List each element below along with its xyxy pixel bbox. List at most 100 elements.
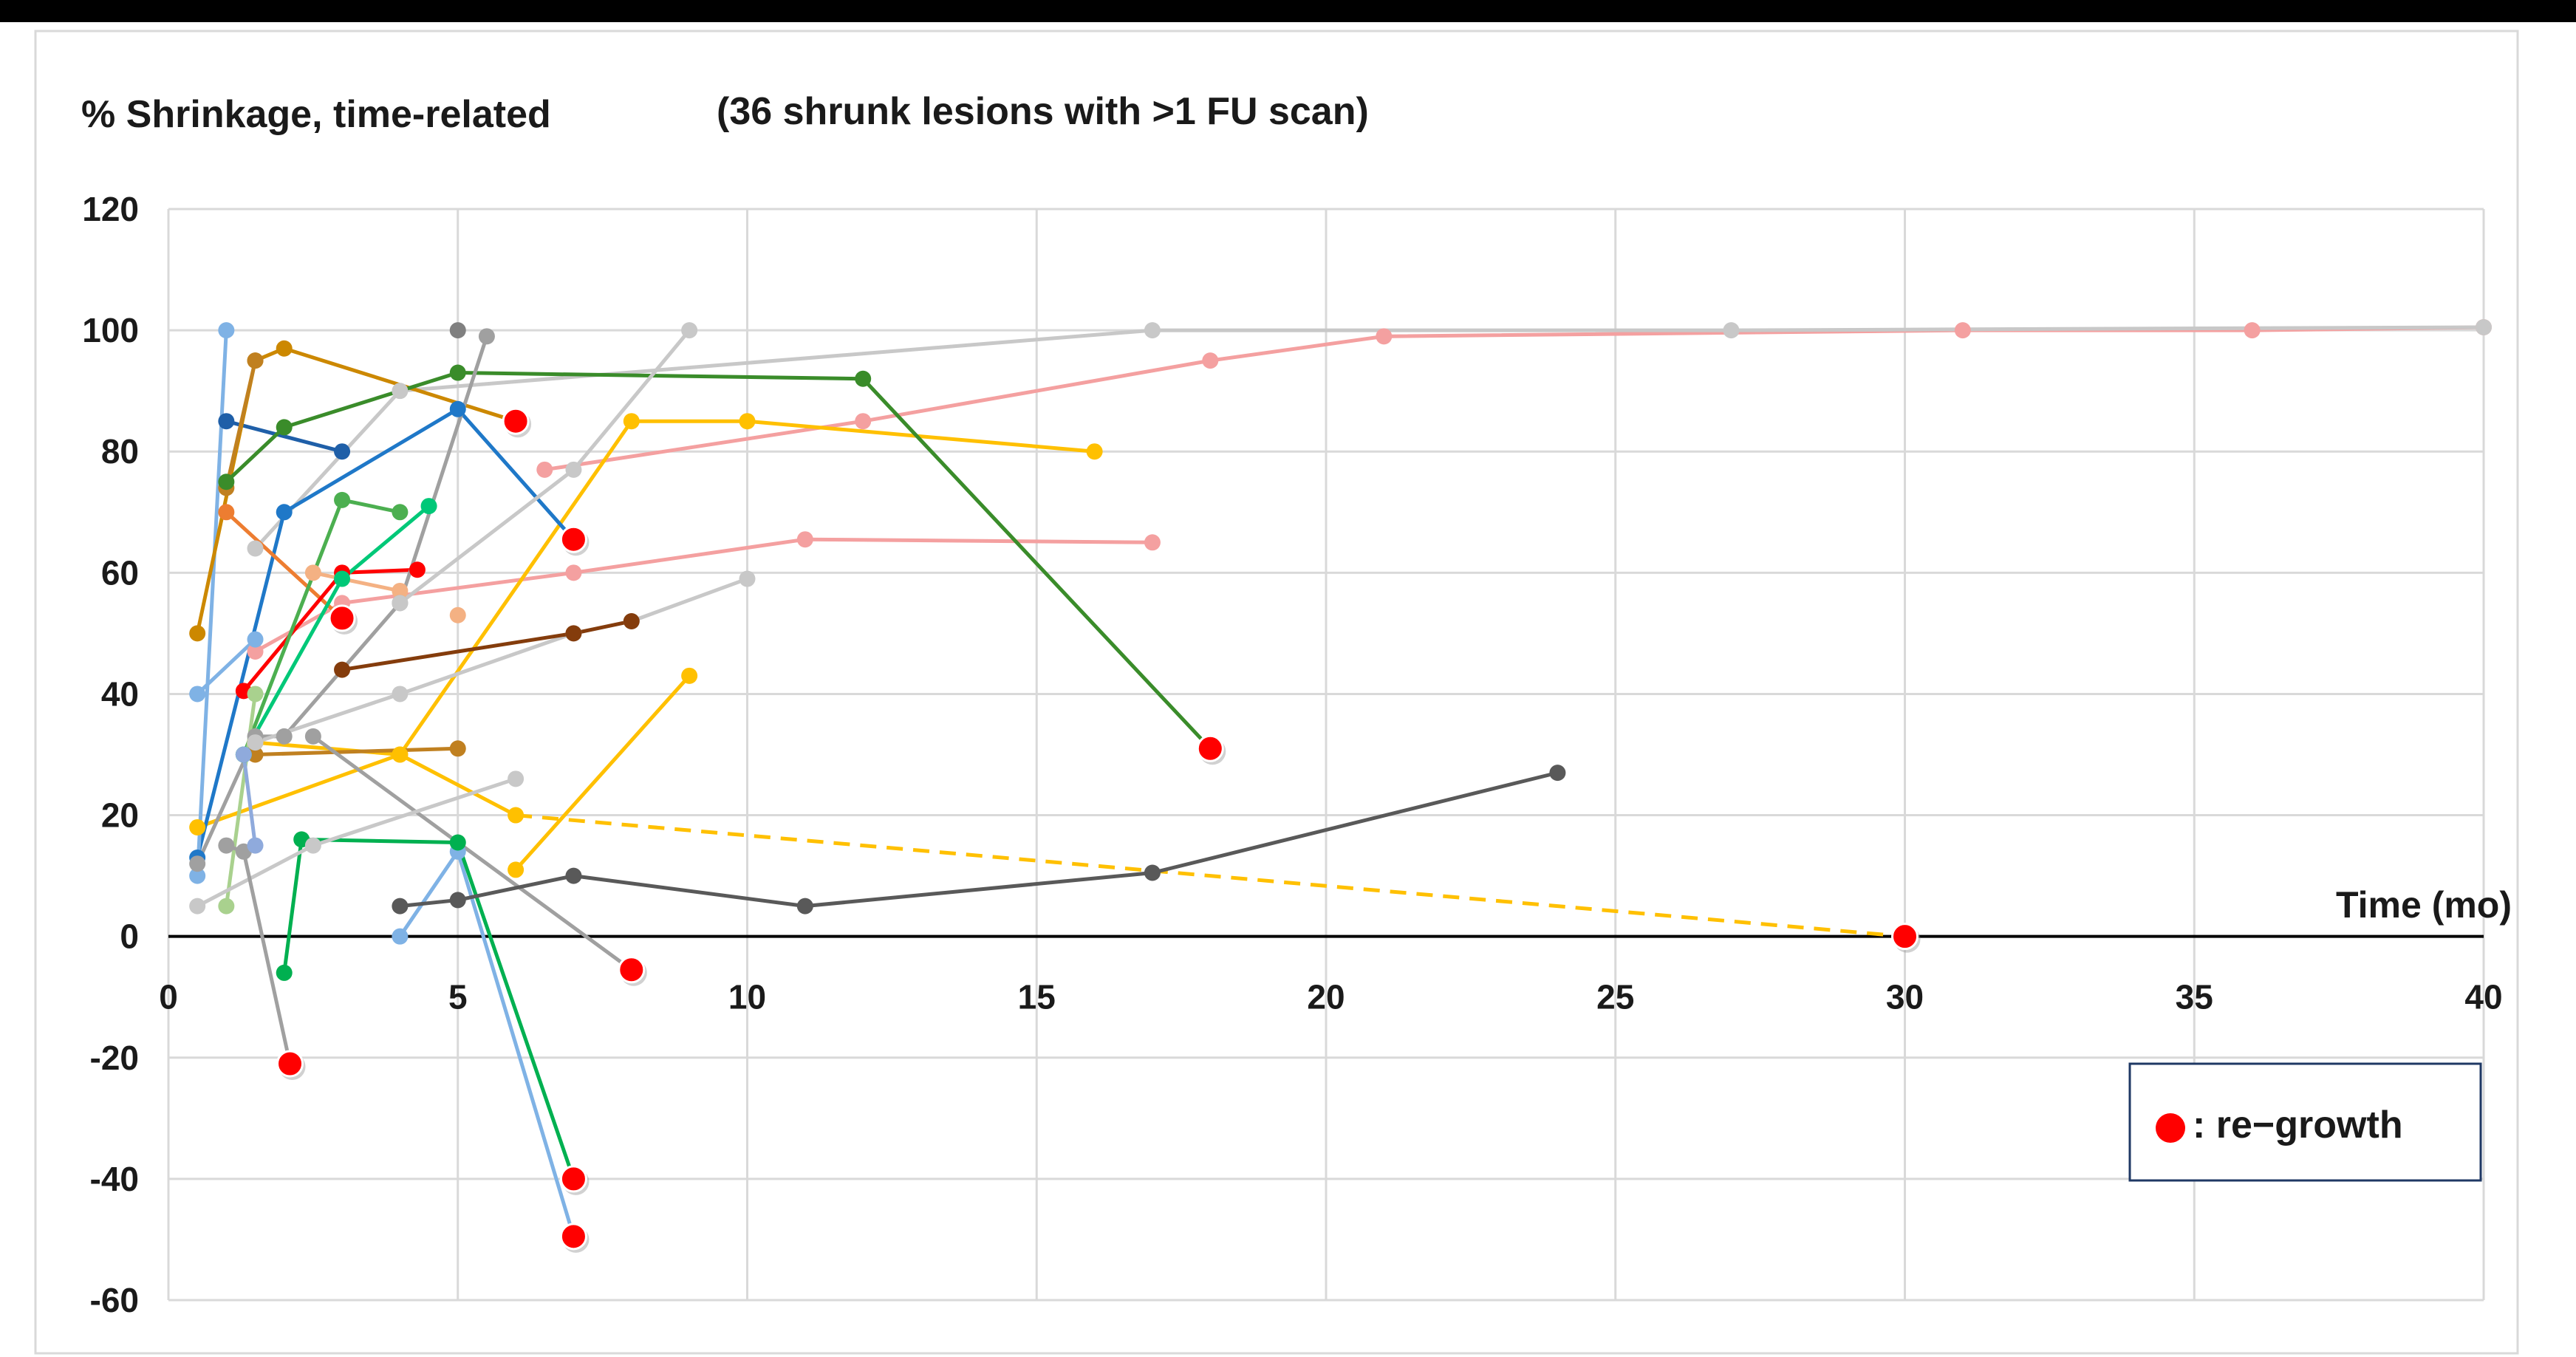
data-point: [681, 667, 698, 684]
data-point: [189, 855, 206, 872]
series-segment: [253, 389, 402, 551]
series-segment: [456, 371, 865, 381]
series-segment: [629, 577, 749, 623]
series-segment: [745, 419, 1097, 454]
y-tick-label: -20: [90, 1039, 139, 1077]
series-segment: [340, 498, 402, 514]
series-segment: [195, 753, 402, 830]
series-segment: [397, 753, 518, 818]
data-point: [334, 661, 351, 678]
data-point: [796, 531, 813, 548]
data-point: [334, 443, 351, 460]
data-point: [1202, 352, 1219, 369]
data-point: [392, 746, 409, 763]
x-tick-label: 0: [159, 978, 178, 1016]
chart-area-frame: [34, 30, 2519, 1355]
series-segment: [397, 468, 575, 605]
data-point: [304, 728, 321, 745]
regrowth-point: [618, 956, 646, 984]
y-tick-label: 0: [120, 917, 139, 956]
data-point: [392, 595, 409, 612]
data-point: [218, 837, 235, 854]
data-point: [478, 328, 495, 345]
data-point: [508, 861, 525, 878]
data-point: [247, 686, 264, 703]
series-segment: [513, 674, 691, 872]
data-point: [189, 818, 206, 835]
data-point: [508, 807, 525, 824]
x-tick-label: 40: [2464, 978, 2502, 1016]
y-tick-label: -40: [90, 1160, 139, 1198]
series-segment: [311, 570, 402, 593]
series-segment: [282, 837, 304, 975]
data-point: [409, 561, 426, 578]
data-point: [218, 898, 235, 915]
chart-subtitle: (36 shrunk lesions with >1 FU scan): [717, 90, 1369, 133]
data-point: [1954, 322, 1971, 339]
data-point: [392, 898, 409, 915]
series-segment: [311, 734, 634, 972]
legend-box: [2128, 1062, 2482, 1182]
data-point: [304, 837, 321, 854]
x-tick-label: 35: [2176, 978, 2213, 1016]
data-point: [392, 383, 409, 400]
x-axis-title: Time (mo): [2336, 884, 2512, 926]
data-point: [189, 686, 206, 703]
y-tick-label: 40: [101, 674, 139, 713]
regrowth-point: [502, 407, 530, 435]
series-segment: [340, 631, 575, 672]
series-segment: [195, 844, 315, 909]
series-segment: [456, 840, 575, 1181]
top-border-bar: [0, 0, 2576, 22]
data-point: [235, 746, 252, 763]
data-point: [449, 606, 466, 623]
data-point: [565, 461, 582, 478]
x-tick-label: 5: [448, 978, 468, 1016]
regrowth-point: [328, 604, 356, 632]
regrowth-point: [559, 1223, 587, 1251]
gridlines: [167, 208, 2485, 1302]
x-tick-label: 30: [1886, 978, 1924, 1016]
legend: : re−growth: [2128, 1062, 2482, 1182]
data-point: [276, 340, 293, 357]
legend-regrowth-label: : re−growth: [2193, 1104, 2403, 1146]
data-point: [2476, 319, 2492, 336]
series-segment: [397, 898, 460, 909]
y-tick-label: 60: [101, 553, 139, 592]
data-point: [536, 461, 553, 478]
series-segment: [224, 419, 344, 454]
series-segment: [340, 567, 420, 575]
data-point: [1144, 534, 1161, 551]
y-tick-label: -60: [90, 1281, 139, 1319]
data-point: [218, 504, 235, 521]
series-segment: [397, 328, 1155, 393]
series-segment: [224, 358, 258, 490]
series-segment: [282, 407, 460, 514]
series-segment: [253, 746, 460, 756]
series-segment: [803, 537, 1155, 544]
series-segment: [224, 510, 344, 621]
data-point: [189, 867, 206, 884]
series-segment: [456, 850, 575, 1239]
data-point: [334, 491, 351, 508]
series-segment: [224, 425, 287, 484]
series-segment: [397, 850, 460, 939]
series-segment: [456, 407, 575, 541]
series-segment: [1150, 770, 1559, 875]
data-point: [276, 419, 293, 436]
data-point: [420, 498, 437, 515]
data-point: [247, 631, 264, 648]
data-point: [1144, 322, 1161, 339]
series-segment: [340, 570, 575, 605]
x-tick-label: 15: [1018, 978, 1056, 1016]
series-segment: [803, 871, 1155, 909]
regrowth-point: [1891, 923, 1919, 951]
series-segment: [311, 776, 518, 848]
series-segment: [242, 753, 258, 848]
series-segment: [195, 638, 258, 696]
data-point: [855, 413, 872, 430]
data-points: [189, 319, 2492, 1253]
data-point: [565, 867, 582, 884]
